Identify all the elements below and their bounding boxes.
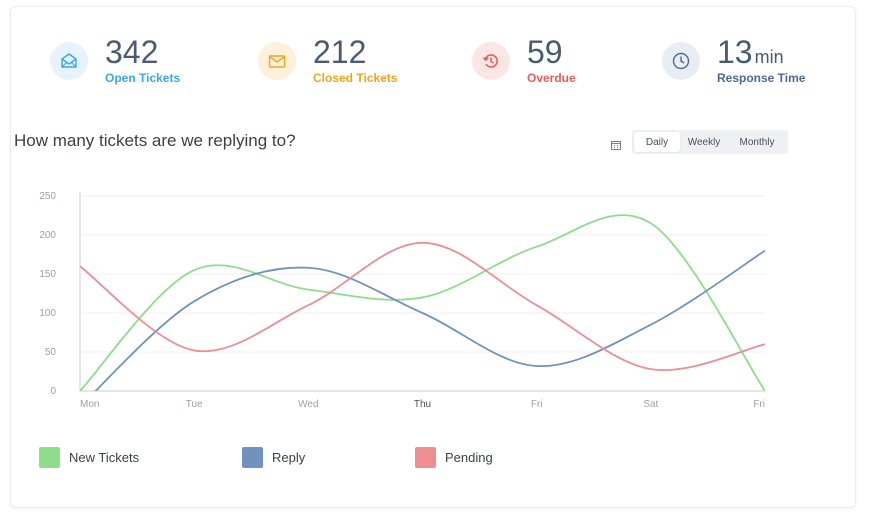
- history-icon: [472, 42, 510, 80]
- stat-value: 212: [313, 34, 367, 70]
- period-daily-button[interactable]: Daily: [634, 132, 680, 152]
- stat-label: Open Tickets: [105, 71, 181, 85]
- stat-value: 342: [105, 34, 159, 70]
- y-tick-label: 200: [39, 230, 56, 241]
- x-tick-label: Tue: [186, 399, 203, 410]
- series-line-pending: [80, 241, 765, 372]
- period-weekly-button[interactable]: Weekly: [687, 136, 721, 148]
- legend-item-pending[interactable]: Pending: [415, 446, 493, 468]
- dashboard-card: [10, 6, 856, 508]
- envelope-icon: [258, 42, 296, 80]
- legend-swatch: [242, 446, 263, 468]
- stat-label: Response Time: [717, 71, 806, 85]
- x-tick-label: Mon: [80, 399, 99, 410]
- period-monthly-button[interactable]: Monthly: [739, 136, 775, 148]
- stat-label: Closed Tickets: [313, 71, 398, 85]
- legend-label: Pending: [445, 449, 493, 465]
- x-tick-label: Fri: [531, 399, 543, 410]
- stat-label: Overdue: [527, 71, 576, 85]
- y-tick-label: 250: [39, 191, 56, 202]
- legend-swatch: [39, 446, 60, 468]
- legend-item-reply[interactable]: Reply: [242, 446, 305, 468]
- x-tick-label: Fri: [753, 399, 765, 410]
- legend-label: Reply: [272, 449, 306, 465]
- x-tick-label: Wed: [298, 399, 318, 410]
- series-line-new-tickets: [80, 214, 765, 391]
- x-tick-label: Sat: [643, 399, 658, 410]
- line-chart: 0 50 100 150 200 250 Mon Tue Wed Thu Fri Sat Fri: [39, 191, 765, 410]
- legend-label: New Tickets: [69, 449, 140, 465]
- legend-item-new-tickets[interactable]: New Tickets: [39, 446, 139, 468]
- series-line-reply: [94, 249, 765, 391]
- clock-icon: [662, 42, 700, 80]
- y-tick-label: 100: [39, 308, 56, 319]
- chart-title: How many tickets are we replying to?: [14, 131, 296, 150]
- stat-value: 59: [527, 34, 563, 70]
- y-tick-label: 150: [39, 269, 56, 280]
- x-tick-label: Thu: [414, 399, 431, 410]
- stat-value: 13 min: [717, 34, 784, 70]
- y-tick-label: 50: [45, 347, 57, 358]
- legend-swatch: [415, 446, 436, 468]
- envelope-open-icon: [50, 42, 88, 80]
- calendar-icon[interactable]: [611, 137, 621, 155]
- period-selector: Daily Weekly Monthly: [632, 130, 788, 154]
- y-tick-label: 0: [50, 386, 56, 397]
